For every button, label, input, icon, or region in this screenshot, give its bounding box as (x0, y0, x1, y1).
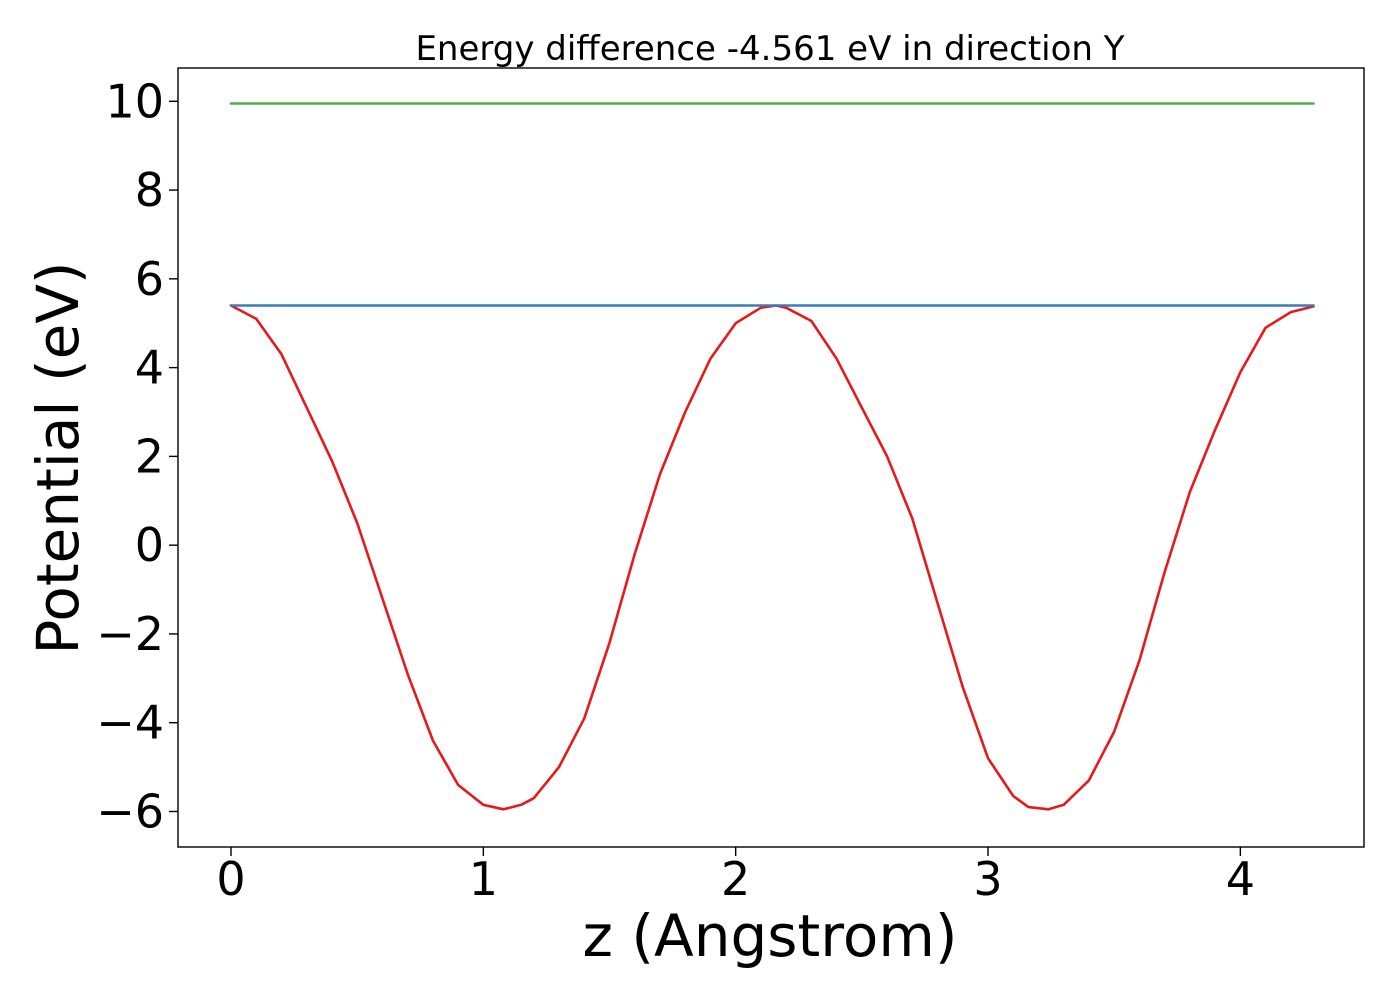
y-axis-label: Potential (eV) (24, 261, 92, 654)
y-tick-label: 8 (135, 163, 164, 217)
y-tick-label: 2 (135, 429, 164, 483)
x-tick-label: 1 (469, 852, 498, 906)
x-axis-ticks: 0 1 2 3 4 (216, 847, 1255, 906)
x-tick-label: 2 (721, 852, 750, 906)
y-tick-label: 10 (105, 74, 164, 128)
y-axis-ticks: −6 −4 −2 0 2 4 6 8 10 (96, 74, 178, 838)
x-tick-label: 4 (1226, 852, 1255, 906)
plot-area (229, 102, 1315, 811)
series-line-0 (229, 304, 1315, 811)
x-tick-label: 0 (216, 852, 245, 906)
x-tick-label: 3 (973, 852, 1002, 906)
y-tick-label: −2 (96, 607, 164, 661)
y-tick-label: 4 (135, 341, 164, 395)
y-tick-label: 6 (135, 252, 164, 306)
y-tick-label: 0 (135, 518, 164, 572)
chart-title: Energy difference -4.561 eV in direction… (415, 29, 1124, 69)
y-tick-label: −6 (96, 784, 164, 838)
plot-frame (177, 67, 1365, 848)
x-axis-label: z (Angstrom) (583, 902, 958, 970)
y-tick-label: −4 (96, 696, 164, 750)
